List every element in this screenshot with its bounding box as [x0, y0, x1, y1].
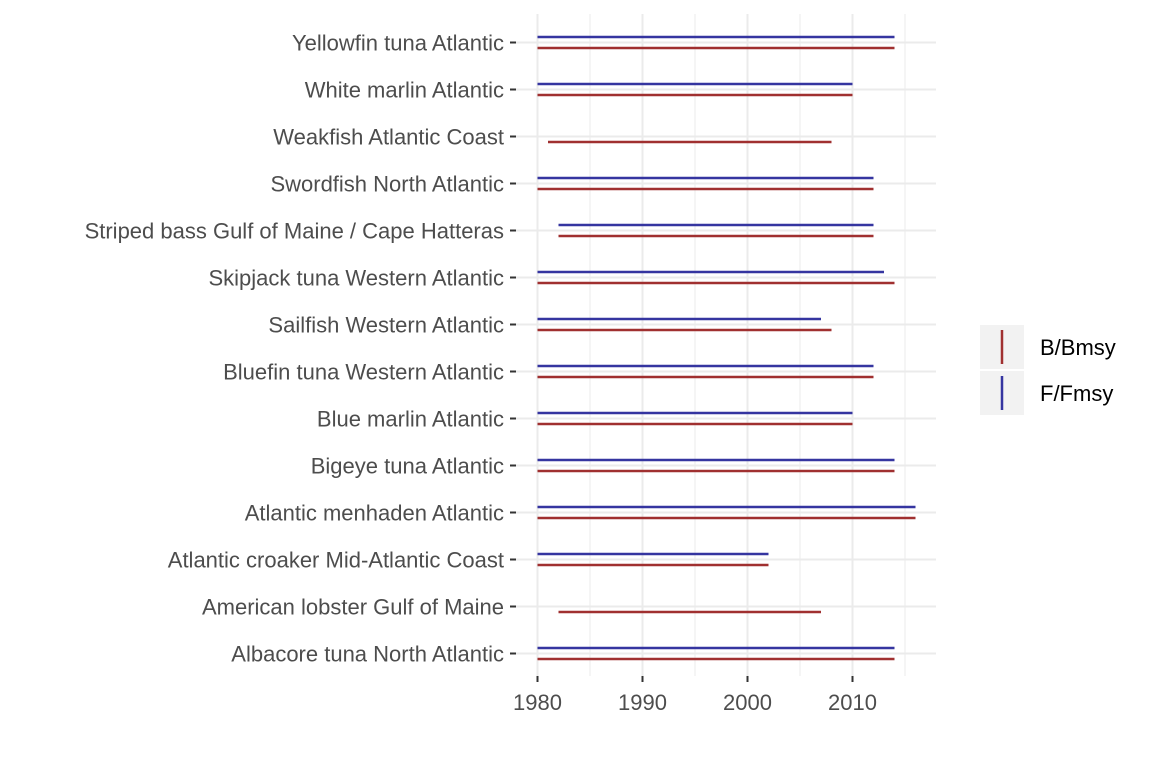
- y-tick-label: Bigeye tuna Atlantic: [311, 454, 504, 479]
- y-tick-label: Albacore tuna North Atlantic: [231, 642, 504, 667]
- x-tick-label: 1980: [513, 690, 562, 715]
- y-tick-label: Weakfish Atlantic Coast: [273, 125, 504, 150]
- legend-label: B/Bmsy: [1040, 335, 1116, 360]
- grid: [516, 14, 936, 676]
- x-tick-label: 2000: [723, 690, 772, 715]
- y-tick-label: Skipjack tuna Western Atlantic: [208, 266, 504, 291]
- y-tick-label: White marlin Atlantic: [305, 78, 504, 103]
- legend: B/Bmsy F/Fmsy: [980, 325, 1116, 415]
- y-tick-label: Swordfish North Atlantic: [270, 172, 504, 197]
- y-tick-label: Striped bass Gulf of Maine / Cape Hatter…: [85, 219, 504, 244]
- y-tick-label: Yellowfin tuna Atlantic: [292, 31, 504, 56]
- x-tick-label: 1990: [618, 690, 667, 715]
- x-tick-label: 2010: [828, 690, 877, 715]
- y-tick-label: Sailfish Western Atlantic: [268, 313, 504, 338]
- y-tick-label: Blue marlin Atlantic: [317, 407, 504, 432]
- x-axis: 1980 1990 2000 2010: [513, 676, 877, 715]
- y-tick-label: Atlantic croaker Mid-Atlantic Coast: [168, 548, 504, 573]
- y-axis: Albacore tuna North Atlantic American lob…: [85, 31, 516, 667]
- y-tick-label: Atlantic menhaden Atlantic: [245, 501, 504, 526]
- y-tick-label: American lobster Gulf of Maine: [202, 595, 504, 620]
- legend-label: F/Fmsy: [1040, 381, 1113, 406]
- y-tick-label: Bluefin tuna Western Atlantic: [223, 360, 504, 385]
- plot-bars: [537, 35, 916, 661]
